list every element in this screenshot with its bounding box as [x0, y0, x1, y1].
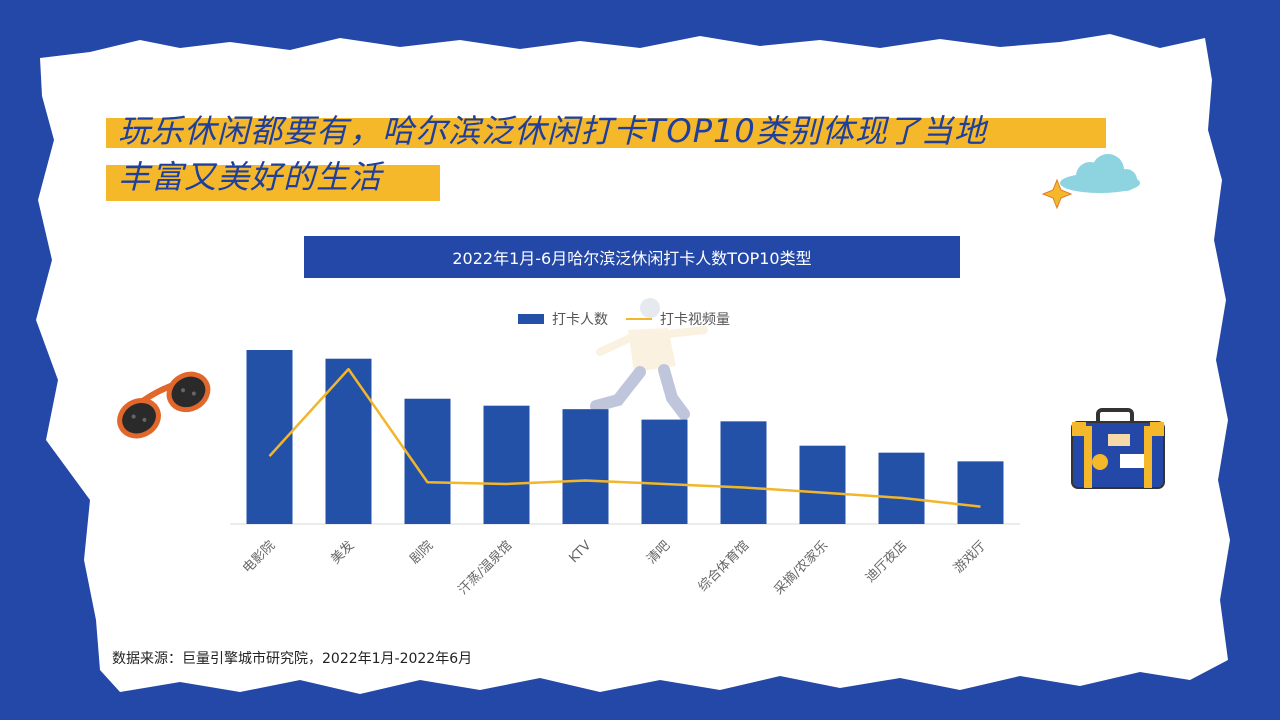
legend-bar-swatch: [518, 314, 544, 324]
legend-bar-label: 打卡人数: [552, 312, 608, 328]
bar-7: [799, 445, 846, 524]
title-highlight-2: [106, 165, 440, 201]
bar-8: [878, 452, 925, 524]
x-tick-label: 电影院: [240, 538, 278, 576]
bar-6: [720, 421, 767, 524]
x-tick-label: 综合体育馆: [695, 538, 752, 595]
page-title-line-1: 玩乐休闲都要有，哈尔滨泛休闲打卡TOP10类别体现了当地: [118, 112, 987, 150]
x-tick-label: 游戏厅: [951, 538, 989, 576]
bar-4: [562, 409, 609, 524]
data-source-note: 数据来源：巨量引擎城市研究院，2022年1月-2022年6月: [112, 651, 473, 667]
legend-line-swatch: [626, 318, 652, 320]
bar-1: [325, 358, 372, 524]
bar-3: [483, 405, 530, 524]
bar-9: [957, 461, 1004, 524]
bar-series: [246, 350, 1004, 524]
title-highlight-1: [106, 118, 1106, 148]
x-tick-label: 采摘/农家乐: [771, 538, 831, 598]
x-tick-label: 美发: [328, 538, 358, 568]
x-tick-label: 汗蒸/温泉馆: [455, 538, 515, 598]
chart-legend: 打卡人数 打卡视频量: [518, 309, 740, 329]
chart-title-banner: 2022年1月-6月哈尔滨泛休闲打卡人数TOP10类型: [304, 236, 960, 278]
line-series: [268, 367, 981, 508]
page-title-line-2: 丰富又美好的生活: [118, 158, 383, 196]
x-tick-label: 剧院: [407, 538, 436, 567]
x-tick-label: 清吧: [644, 538, 673, 567]
bar-5: [641, 419, 688, 524]
x-tick-label: KTV: [566, 538, 594, 566]
x-tick-label: 迪厅夜店: [863, 538, 910, 585]
x-tick-labels: 电影院 美发 剧院 汗蒸/温泉馆 KTV 清吧 综合体育馆 采摘/农家乐 迪厅夜店 游戏厅: [240, 538, 989, 598]
legend-line-label: 打卡视频量: [660, 312, 730, 328]
bar-0: [246, 350, 293, 524]
